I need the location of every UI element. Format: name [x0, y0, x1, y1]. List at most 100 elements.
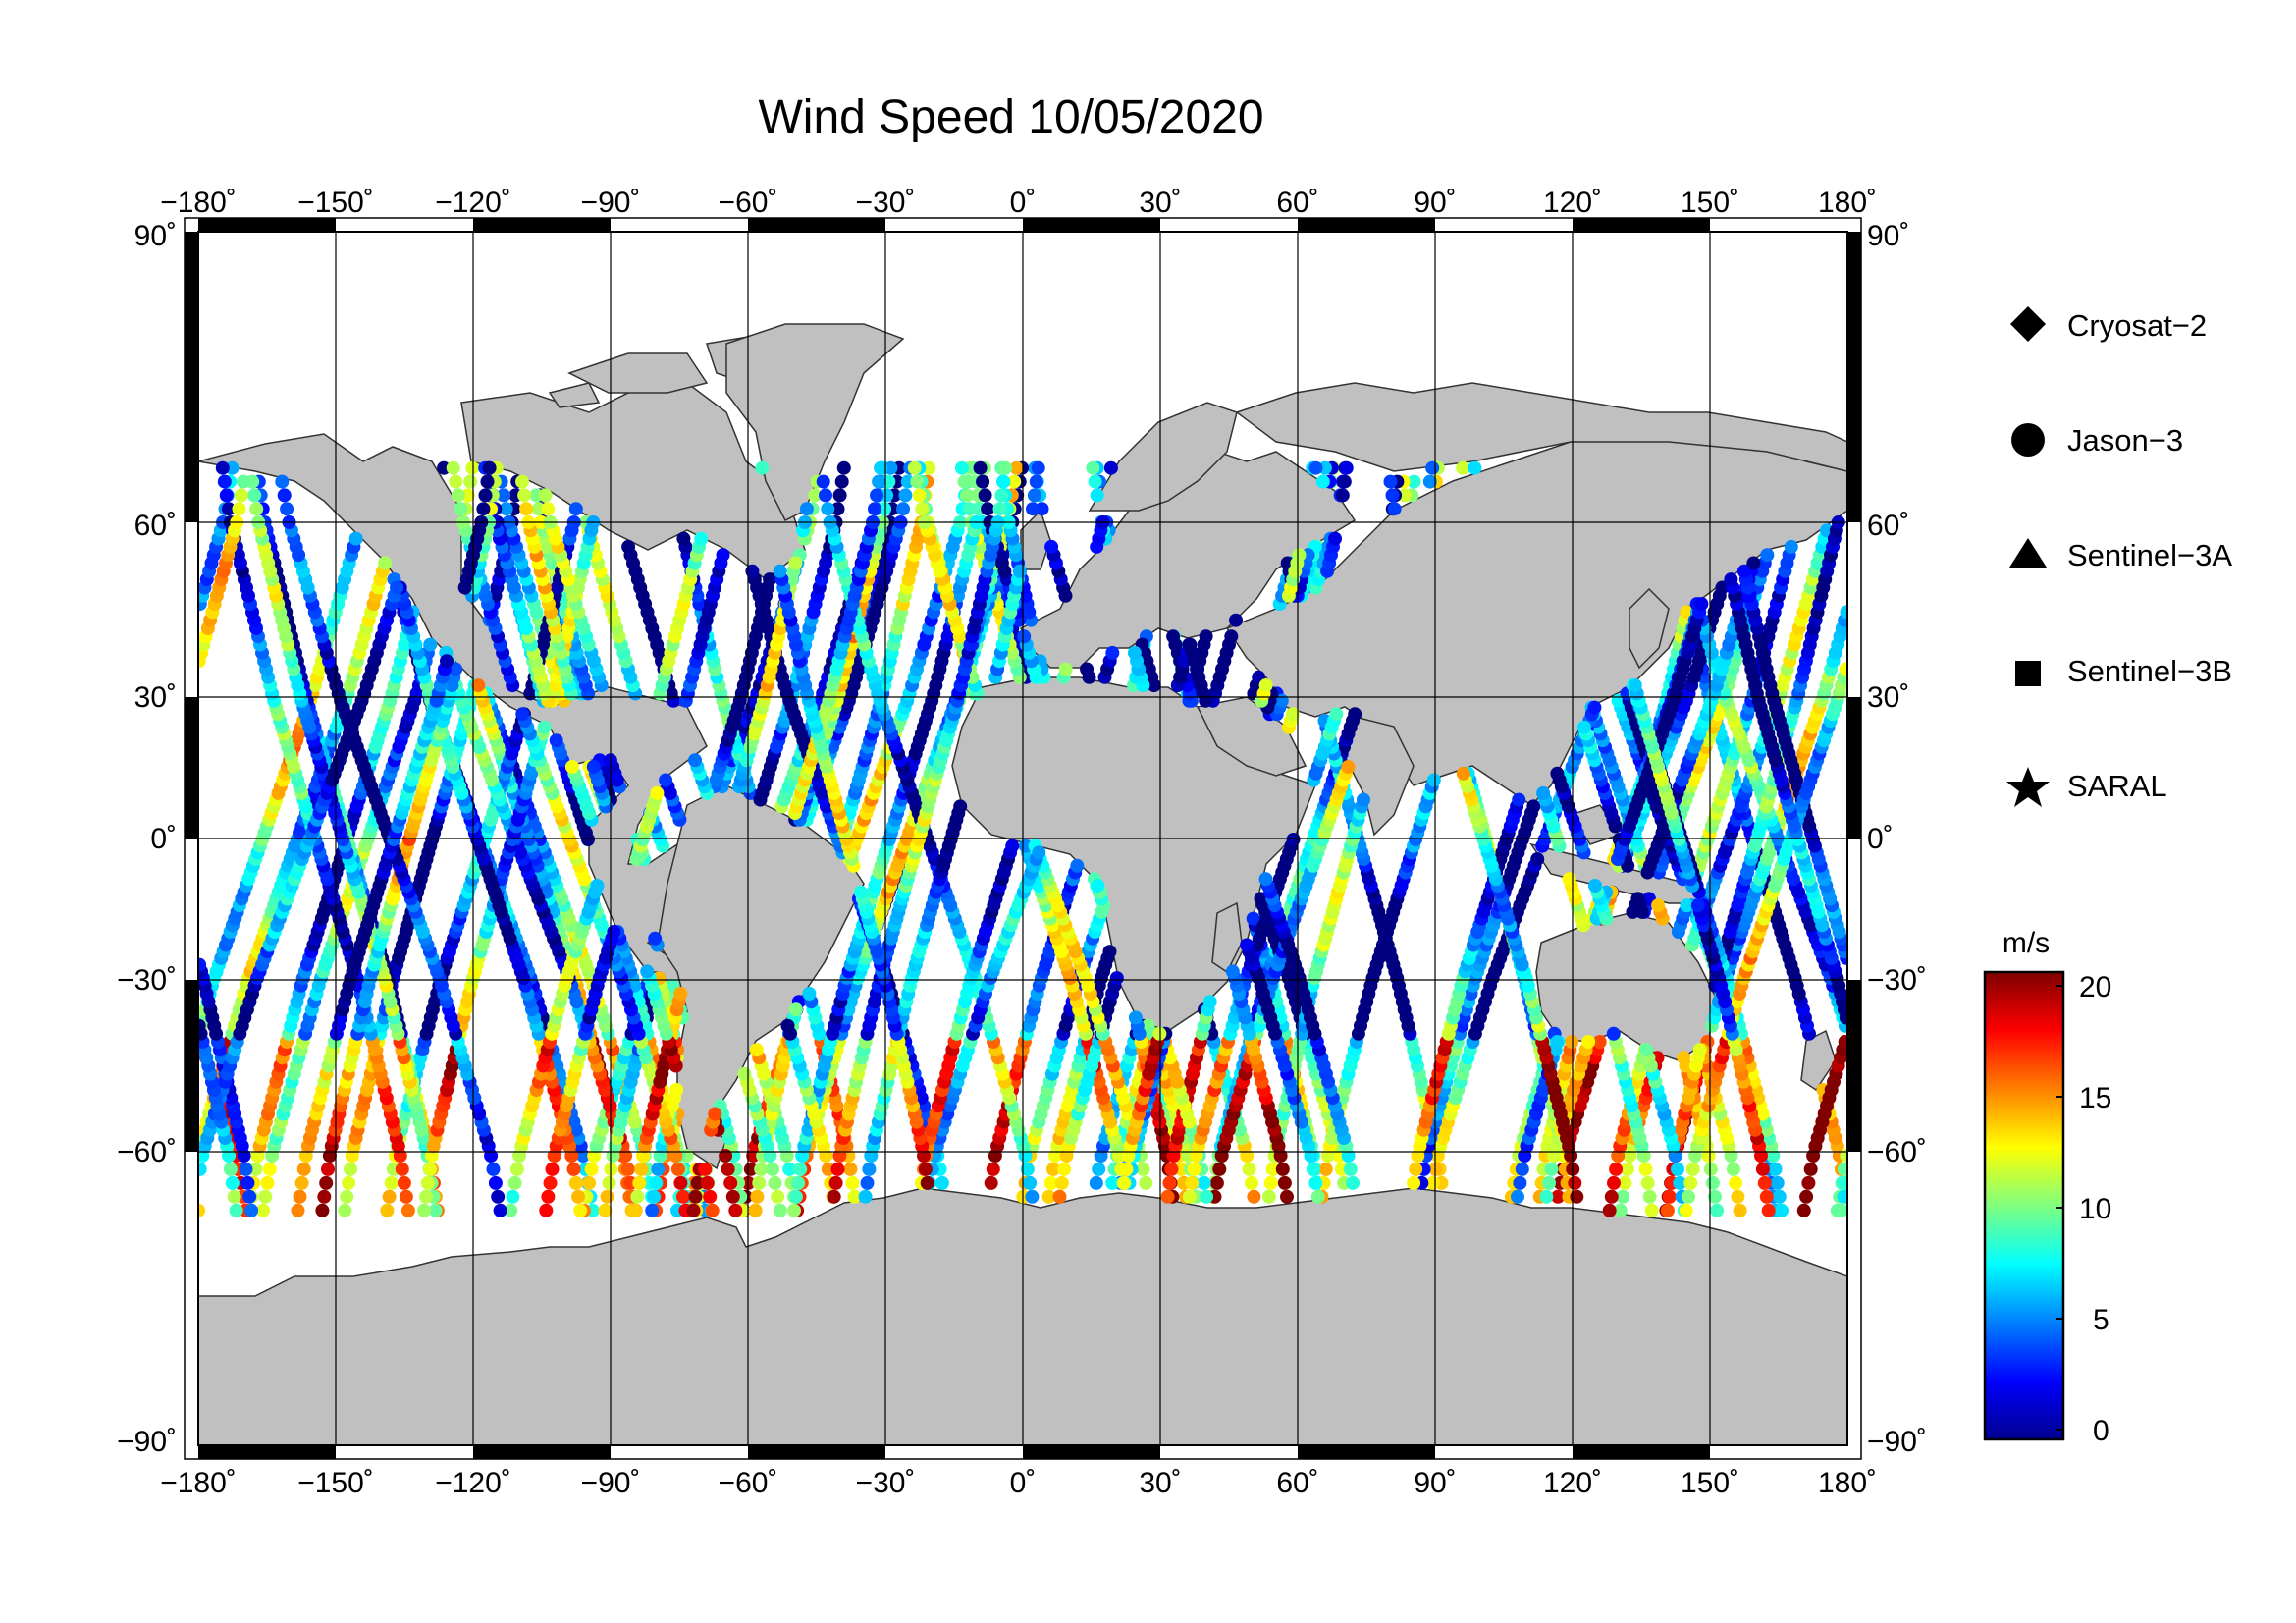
track-point — [1202, 995, 1217, 1009]
track-point — [773, 1203, 787, 1217]
track-point — [802, 987, 817, 1001]
track-point — [1660, 1203, 1675, 1217]
track-point — [830, 502, 845, 516]
track-point — [1341, 760, 1356, 774]
track-point — [1023, 1175, 1038, 1190]
track-point — [836, 460, 851, 475]
track-point — [1592, 1035, 1607, 1049]
track-point — [1357, 792, 1370, 807]
track-point — [737, 1066, 752, 1081]
track-point — [538, 488, 553, 503]
track-point — [1089, 1175, 1103, 1190]
land-greenland — [725, 323, 905, 522]
track-point — [670, 1162, 685, 1176]
track-point — [1644, 1203, 1659, 1217]
track-point — [1613, 1203, 1628, 1217]
track-point — [1803, 1162, 1818, 1176]
track-point — [1733, 1203, 1747, 1217]
chart-title: Wind Speed 10/05/2020 — [758, 91, 1264, 143]
track-point — [843, 1162, 858, 1176]
track-point — [537, 720, 552, 734]
track-point — [1536, 785, 1551, 800]
track-point — [1760, 548, 1775, 563]
track-point — [519, 502, 534, 516]
track-point — [1526, 799, 1541, 814]
track-point — [754, 1162, 769, 1176]
track-point — [1164, 1162, 1179, 1176]
track-point — [728, 1203, 743, 1217]
track-point — [422, 1162, 437, 1176]
track-point — [978, 488, 992, 503]
track-point — [1080, 662, 1095, 676]
track-point — [688, 753, 702, 768]
track-point — [1837, 1162, 1847, 1176]
track-point — [1620, 1162, 1634, 1176]
track-point — [787, 1203, 801, 1217]
track-point — [1565, 1035, 1579, 1049]
track-point — [986, 1162, 1000, 1176]
track-point — [1209, 1175, 1224, 1190]
track-point — [420, 1175, 435, 1190]
track-point — [651, 1162, 666, 1176]
track-point — [669, 1083, 684, 1097]
track-point — [1009, 460, 1024, 475]
track-point — [808, 488, 823, 503]
track-point — [437, 460, 452, 475]
track-point — [1044, 539, 1059, 554]
track-point — [348, 531, 363, 546]
land-arabia — [1196, 696, 1308, 777]
track-point — [1105, 1175, 1120, 1190]
track-point — [1054, 1175, 1069, 1190]
track-point — [515, 474, 529, 489]
track-point — [793, 1162, 808, 1176]
track-point — [1838, 1035, 1847, 1049]
track-point — [1041, 1189, 1056, 1204]
track-point — [380, 1203, 395, 1217]
track-point — [725, 1189, 740, 1204]
track-point — [1242, 1162, 1256, 1176]
track-point — [1102, 945, 1117, 959]
track-point — [1609, 1162, 1624, 1176]
track-point — [898, 488, 913, 503]
track-point — [1796, 1203, 1811, 1217]
track-point — [1616, 1189, 1630, 1204]
track-point — [1328, 531, 1342, 546]
track-point — [1070, 858, 1085, 873]
track-point — [1212, 1162, 1227, 1176]
track-point — [675, 1189, 690, 1204]
track-point — [1017, 629, 1032, 644]
track-point — [1651, 898, 1666, 913]
track-point — [1604, 1189, 1619, 1204]
track-point — [620, 1162, 635, 1176]
track-point — [1729, 1175, 1743, 1190]
track-point — [934, 1175, 949, 1190]
track-point — [1677, 1051, 1691, 1065]
track-point — [1562, 872, 1576, 887]
track-point — [1246, 911, 1260, 926]
track-point — [750, 1189, 765, 1204]
track-point — [1335, 488, 1350, 503]
track-point — [1091, 879, 1105, 893]
track-point — [819, 488, 832, 503]
track-point — [768, 1175, 782, 1190]
track-point — [1640, 1175, 1655, 1190]
track-point — [1694, 597, 1709, 612]
track-point — [1160, 1189, 1175, 1204]
track-point — [752, 1175, 767, 1190]
track-point — [378, 556, 393, 570]
track-point — [541, 502, 556, 516]
land-new-zealand — [1800, 1029, 1837, 1092]
track-point — [719, 1149, 733, 1163]
track-point — [1245, 1175, 1258, 1190]
track-point — [428, 1203, 443, 1217]
track-point — [517, 488, 532, 503]
track-point — [1511, 1189, 1524, 1204]
track-point — [743, 1162, 758, 1176]
track-point — [1261, 1189, 1276, 1204]
track-point — [621, 539, 636, 554]
track-point — [499, 502, 513, 516]
track-point — [960, 488, 974, 503]
track-point — [1092, 1162, 1106, 1176]
track-point — [1174, 1162, 1189, 1176]
